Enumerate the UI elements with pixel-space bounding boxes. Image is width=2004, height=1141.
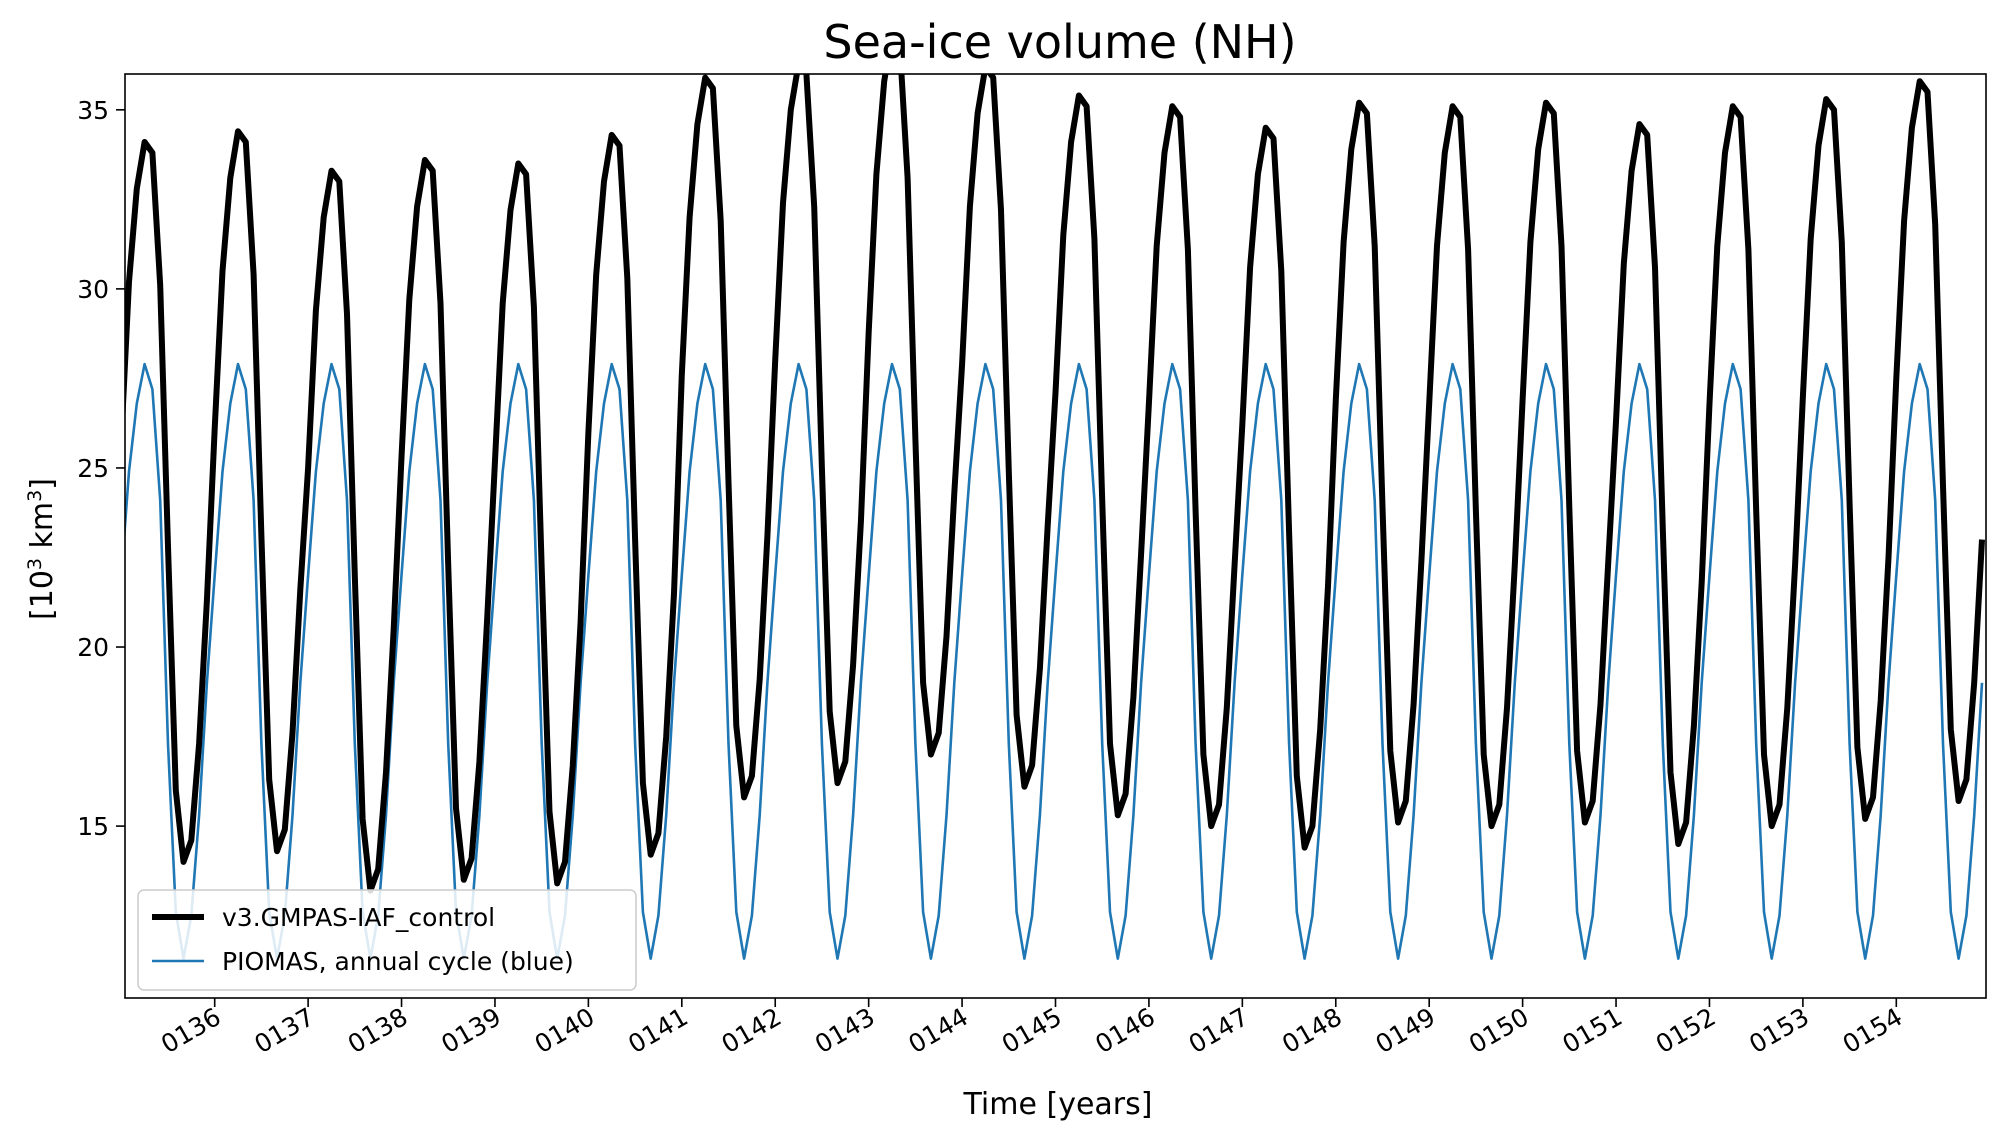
y-tick-label: 20 [77,633,109,662]
y-tick-label: 15 [77,812,109,841]
x-tick-label: 0152 [1651,1002,1721,1059]
x-tick-label: 0149 [1371,1002,1441,1059]
x-tick-label: 0146 [1090,1002,1160,1059]
x-tick-label: 0138 [343,1002,413,1059]
x-tick-label: 0143 [810,1002,880,1059]
x-tick-label: 0154 [1838,1002,1908,1059]
y-tick-label: 25 [77,454,109,483]
x-tick-label: 0137 [250,1002,320,1059]
chart-title: Sea-ice volume (NH) [823,15,1296,69]
y-tick-label: 35 [77,96,109,125]
x-tick-label: 0141 [623,1002,693,1059]
x-tick-label: 0136 [156,1002,226,1059]
legend-label-piomas: PIOMAS, annual cycle (blue) [222,947,574,976]
x-axis-label: Time [years] [963,1087,1153,1122]
x-tick-label: 0142 [717,1002,787,1059]
y-axis-label: [103 km3] [24,478,60,620]
legend-label-model: v3.GMPAS-IAF_control [222,903,495,932]
x-tick-label: 0153 [1744,1002,1814,1059]
x-tick-label: 0148 [1277,1002,1347,1059]
x-tick-label: 0151 [1557,1002,1627,1059]
x-tick-label: 0145 [997,1002,1067,1059]
x-axis: 0136 0137 0138 0139 0140 0141 0142 0143 0144 0145… [156,998,1907,1059]
x-tick-label: 0139 [436,1002,506,1059]
x-tick-label: 0140 [530,1002,600,1059]
plot-lines [125,74,1985,960]
legend: v3.GMPAS-IAF_control PIOMAS, annual cycl… [137,889,637,991]
y-axis: 15 20 25 30 35 [77,96,125,841]
x-tick-label: 0144 [903,1002,973,1059]
y-tick-label: 30 [77,275,109,304]
x-tick-label: 0147 [1184,1002,1254,1059]
x-tick-label: 0150 [1464,1002,1534,1059]
legend-box [137,889,637,991]
series-line-piomas [125,362,1984,960]
series-line-model [125,74,1985,894]
